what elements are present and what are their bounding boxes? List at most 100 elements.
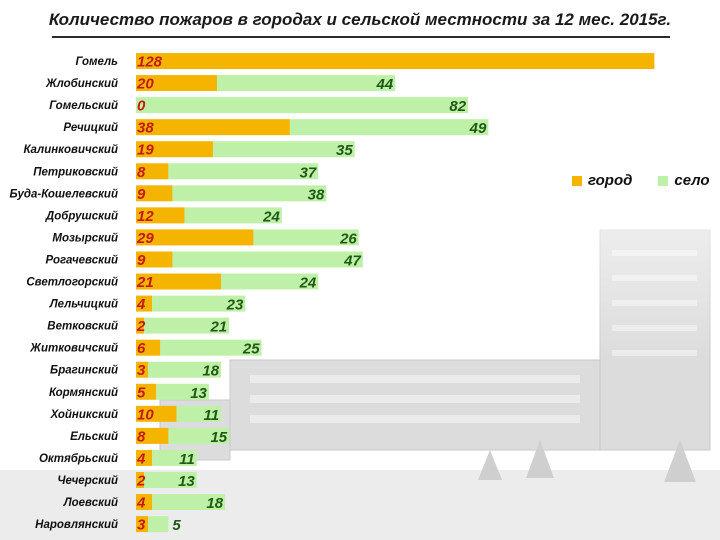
category-label: Рогачевский — [45, 254, 118, 266]
bar-city — [136, 185, 173, 202]
data-label-city: 10 — [137, 406, 154, 423]
data-label-city: 29 — [136, 230, 154, 247]
bar-rural — [221, 273, 319, 290]
bar-city — [136, 53, 655, 70]
bar-rural — [148, 516, 169, 533]
data-label-city: 21 — [136, 274, 154, 291]
bar-rural — [176, 405, 222, 422]
bar-rural — [184, 207, 282, 224]
bar-rural — [152, 295, 246, 312]
category-label: Ельский — [70, 431, 118, 443]
category-label: Кормянский — [49, 387, 118, 399]
data-label-rural: 15 — [210, 429, 227, 446]
bar-rural — [144, 471, 197, 488]
data-label-rural: 18 — [202, 363, 219, 380]
bar-city — [136, 339, 161, 356]
data-label-city: 9 — [137, 252, 146, 269]
bar-city — [136, 273, 222, 290]
bar-rural — [148, 361, 222, 378]
bar-city — [136, 494, 153, 511]
data-label-city: 4 — [136, 450, 146, 467]
category-label: Добрушский — [45, 210, 118, 222]
data-label-rural: 24 — [299, 275, 317, 292]
bar-city — [136, 207, 185, 224]
bar-city — [136, 516, 149, 533]
data-label-city: 20 — [136, 76, 154, 93]
bar-city — [136, 119, 290, 136]
bar-rural — [212, 141, 355, 158]
bar-city — [136, 361, 149, 378]
data-label-city: 38 — [137, 120, 154, 137]
category-label: Ветковский — [47, 321, 118, 333]
data-label-city: 4 — [136, 296, 146, 313]
bar-rural — [289, 119, 489, 136]
bar-rural — [152, 449, 197, 466]
bar-city — [136, 295, 153, 312]
data-label-city: 5 — [137, 384, 146, 401]
bar-rural — [253, 229, 359, 246]
category-label: Гомель — [75, 56, 118, 68]
data-label-city: 8 — [137, 164, 146, 181]
data-label-rural: 35 — [336, 142, 353, 159]
data-label-rural: 49 — [469, 120, 487, 137]
category-label: Буда-Кошелевский — [10, 188, 118, 200]
data-label-city: 19 — [137, 142, 154, 159]
bar-rural — [168, 163, 319, 180]
data-label-rural: 23 — [226, 297, 244, 314]
legend-label-rural: село — [674, 172, 710, 189]
category-label: Хойникский — [50, 409, 118, 421]
data-label-rural: 21 — [209, 319, 227, 336]
category-label: Брагинский — [50, 365, 118, 377]
data-label-rural: 25 — [242, 341, 260, 358]
data-label-rural: 47 — [343, 252, 361, 269]
data-label-city: 128 — [137, 54, 163, 71]
bar-city — [136, 251, 173, 268]
bar-rural — [160, 339, 262, 356]
category-label: Гомельский — [49, 100, 118, 112]
category-label: Чечерский — [57, 475, 118, 487]
bar-city — [136, 229, 254, 246]
data-label-rural: 24 — [262, 208, 280, 225]
legend-swatch-city — [572, 175, 582, 186]
category-label: Лельчицкий — [49, 299, 118, 311]
bar-rural — [217, 75, 396, 92]
data-label-rural: 13 — [178, 473, 195, 490]
data-label-city: 6 — [137, 340, 146, 357]
data-label-city: 2 — [136, 318, 146, 335]
bar-city — [136, 471, 145, 488]
data-label-city: 0 — [137, 98, 146, 115]
data-label-rural: 37 — [300, 164, 317, 181]
category-label: Лоевский — [63, 497, 118, 509]
bar-city — [136, 317, 145, 334]
category-label: Светлогорский — [26, 277, 118, 289]
category-label: Речицкий — [63, 122, 118, 134]
data-label-city: 12 — [137, 208, 154, 225]
bar-rural — [144, 317, 230, 334]
bar-rural — [152, 494, 226, 511]
bar-city — [136, 449, 153, 466]
category-label: Мозырский — [52, 232, 118, 244]
bar-city — [136, 405, 177, 422]
legend-label-city: город — [588, 172, 633, 189]
category-label: Калинковичский — [23, 144, 118, 156]
bar-rural — [156, 383, 209, 400]
bar-city — [136, 75, 217, 92]
legend: город село — [572, 172, 710, 189]
data-label-rural: 82 — [449, 98, 466, 115]
bar-city — [136, 163, 169, 180]
category-label: Жлобинский — [45, 78, 118, 90]
data-label-rural: 26 — [339, 230, 357, 247]
legend-swatch-rural — [658, 175, 669, 186]
bar-rural — [168, 427, 230, 444]
data-label-rural: 11 — [179, 451, 195, 468]
data-label-rural: 18 — [206, 495, 223, 512]
data-label-rural: 5 — [172, 517, 181, 534]
bar-rural — [136, 97, 469, 114]
data-label-rural: 13 — [190, 385, 207, 402]
category-label: Наровлянский — [35, 519, 118, 531]
data-label-city: 3 — [137, 362, 146, 379]
data-label-city: 2 — [136, 472, 146, 489]
data-label-rural: 11 — [203, 407, 219, 424]
category-label: Октябрьский — [39, 453, 118, 465]
